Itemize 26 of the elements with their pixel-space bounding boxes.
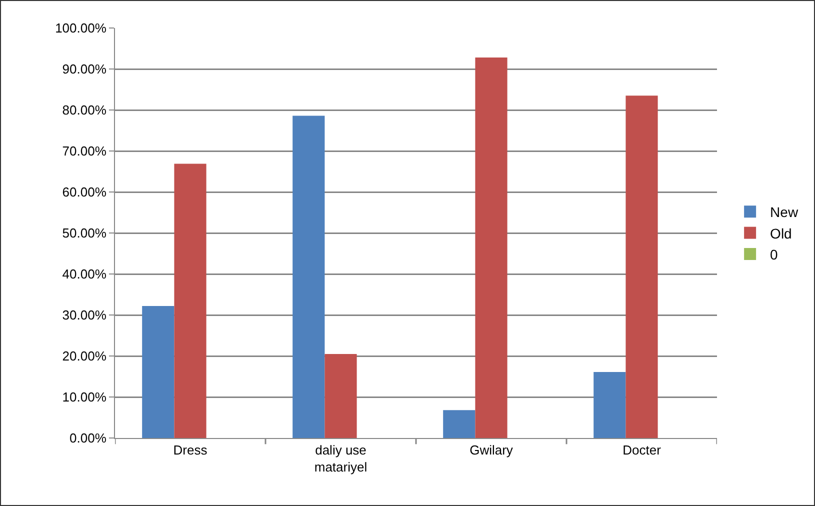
bar <box>626 96 658 438</box>
y-tick-label: 10.00% <box>62 390 107 405</box>
x-tick-label: Docter <box>622 442 662 458</box>
bar <box>324 354 357 438</box>
bar <box>475 58 508 438</box>
y-tick-label: 60.00% <box>62 184 107 200</box>
y-tick-label: 70.00% <box>62 144 107 159</box>
x-tick-label: Gwilary <box>470 442 514 458</box>
y-tick-label: 40.00% <box>62 266 107 282</box>
bar <box>292 116 325 438</box>
y-tick-label: 90.00% <box>62 62 107 77</box>
legend-label: Old <box>770 225 792 242</box>
bar <box>174 164 206 438</box>
bar <box>142 306 174 438</box>
y-tick-label: 30.00% <box>62 308 107 323</box>
y-tick-label: 0.00% <box>70 430 107 446</box>
y-tick-label: 50.00% <box>62 226 107 241</box>
x-tick-label: daliy use matariyel <box>314 442 368 474</box>
legend-label: New <box>770 204 799 220</box>
x-tick-label: Dress <box>173 442 208 458</box>
bar <box>443 410 476 438</box>
y-tick-label: 20.00% <box>62 348 107 364</box>
y-tick-label: 80.00% <box>62 102 107 118</box>
legend-label: 0 <box>770 246 778 262</box>
y-tick-label: 100.00% <box>55 20 107 36</box>
bar <box>594 372 626 438</box>
